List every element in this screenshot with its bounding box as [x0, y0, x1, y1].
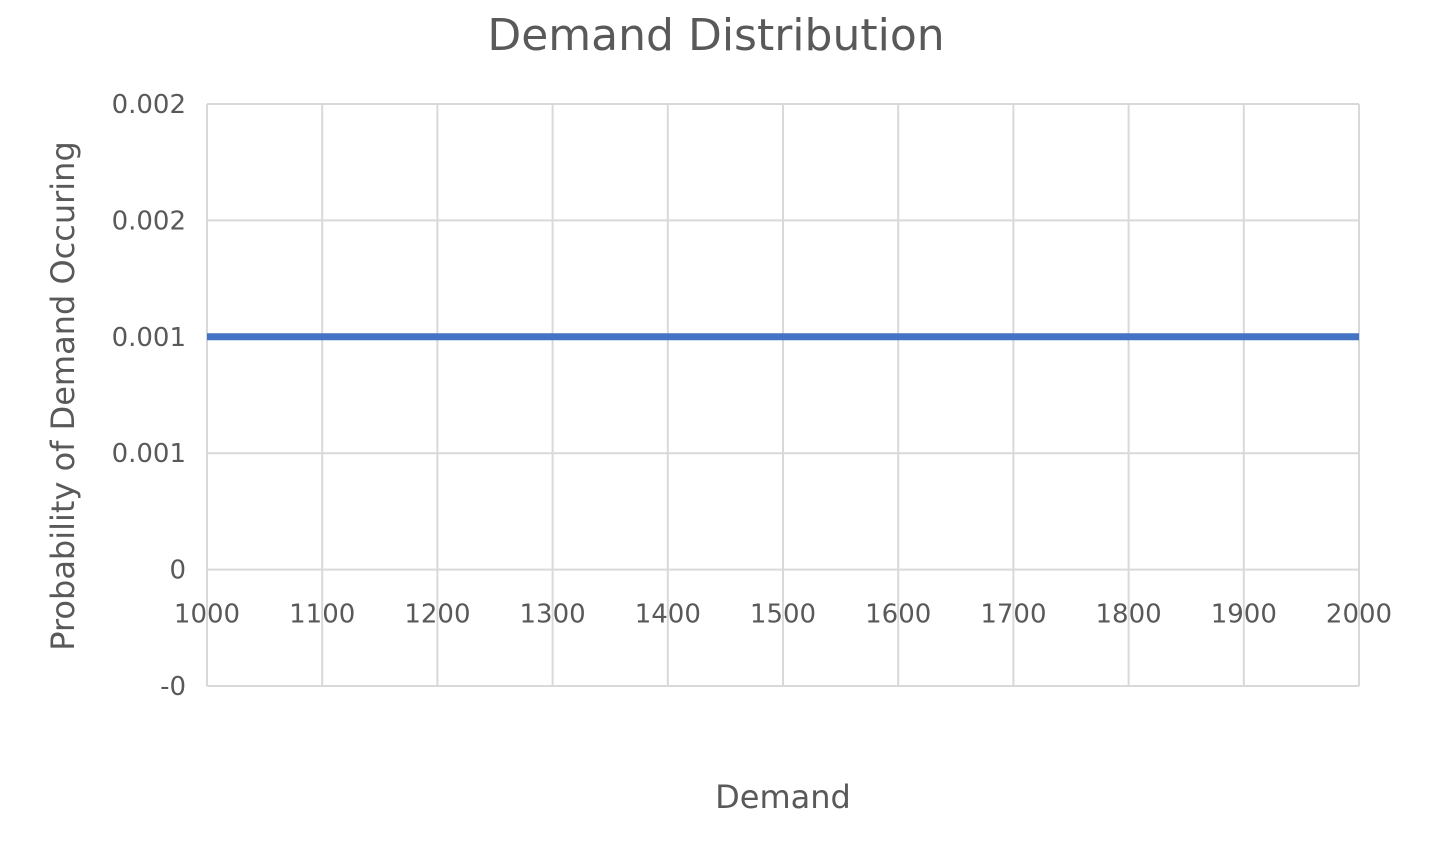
x-tick-label: 1600: [865, 600, 931, 630]
x-tick-label: 1200: [404, 600, 470, 630]
x-tick-label: 2000: [1326, 600, 1392, 630]
x-axis-title: Demand: [715, 778, 851, 816]
chart-title: Demand Distribution: [487, 10, 944, 61]
x-tick-label: 1300: [520, 600, 586, 630]
x-tick-label: 1700: [980, 600, 1046, 630]
x-axis-tick-labels: 1000 1100 1200 1300 1400 1500 1600 1700 1800 1900…: [174, 600, 1392, 630]
x-tick-label: 1900: [1211, 600, 1277, 630]
x-tick-label: 1400: [635, 600, 701, 630]
y-tick-label: 0.001: [112, 439, 186, 469]
y-axis-title: Probability of Demand Occuring: [44, 141, 82, 651]
y-tick-label: 0.001: [112, 323, 186, 353]
y-tick-label: 0: [169, 556, 186, 586]
x-tick-label: 1000: [174, 600, 240, 630]
x-tick-label: 1100: [289, 600, 355, 630]
y-tick-label: -0: [160, 672, 186, 702]
x-tick-label: 1500: [750, 600, 816, 630]
y-axis-tick-labels: -0 0 0.001 0.001 0.002 0.002: [112, 90, 186, 702]
x-tick-label: 1800: [1096, 600, 1162, 630]
y-tick-label: 0.002: [112, 90, 186, 120]
gridlines: [206, 103, 1360, 687]
y-tick-label: 0.002: [112, 206, 186, 236]
